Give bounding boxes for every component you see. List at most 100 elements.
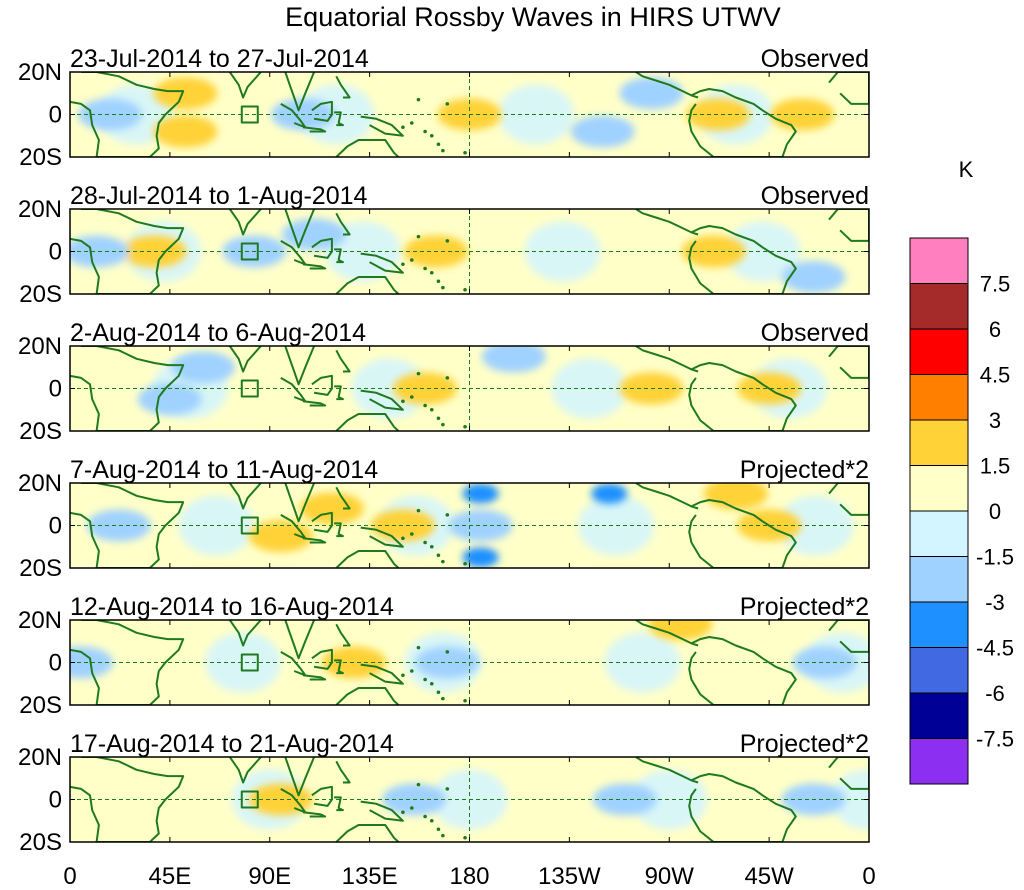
y-tick-label: 20S bbox=[19, 418, 62, 445]
anomaly-blob bbox=[153, 115, 218, 148]
y-tick-label: 20S bbox=[19, 555, 62, 582]
island bbox=[401, 399, 405, 404]
x-tick-label: 135W bbox=[538, 863, 601, 890]
coastline bbox=[360, 389, 404, 411]
island bbox=[416, 782, 421, 787]
panel-date-label: 2-Aug-2014 to 6-Aug-2014 bbox=[70, 319, 366, 347]
anomaly-band bbox=[631, 769, 708, 830]
coastline bbox=[311, 374, 333, 396]
x-tick-label: 0 bbox=[862, 863, 875, 890]
anomaly-blob bbox=[153, 77, 218, 110]
colorbar-swatch bbox=[909, 328, 969, 375]
coastline bbox=[828, 346, 869, 379]
coastline bbox=[280, 240, 307, 266]
island bbox=[436, 142, 441, 147]
colorbar-swatch bbox=[909, 237, 969, 284]
island bbox=[429, 818, 434, 823]
y-tick-label: 20N bbox=[18, 607, 62, 634]
panel-6: 20N 0 20S 17-Aug-2014 to 21-Aug-2014 Project… bbox=[18, 730, 870, 856]
colorbar-swatch bbox=[909, 283, 969, 330]
island bbox=[463, 561, 467, 566]
colorbar-label: -7.5 bbox=[976, 727, 1014, 752]
coastline bbox=[284, 483, 316, 523]
coastline bbox=[335, 212, 351, 236]
colorbar-swatch bbox=[909, 692, 969, 739]
colorbar-swatch bbox=[909, 419, 969, 466]
island bbox=[445, 513, 450, 517]
colorbar-label: 6 bbox=[989, 317, 1001, 342]
island bbox=[463, 835, 467, 840]
island bbox=[423, 814, 427, 819]
island bbox=[463, 150, 467, 155]
panel-date-label: 17-Aug-2014 to 21-Aug-2014 bbox=[70, 730, 394, 758]
island bbox=[463, 424, 467, 429]
coastline bbox=[302, 537, 327, 544]
panel-1: 20N 0 20S 23-Jul-2014 to 27-Jul-2014 Observe… bbox=[18, 45, 870, 171]
island bbox=[416, 508, 421, 513]
coastline bbox=[70, 757, 185, 842]
coastline bbox=[284, 346, 316, 386]
island bbox=[423, 677, 427, 682]
island bbox=[416, 371, 421, 376]
island bbox=[409, 395, 414, 399]
anomaly-blob bbox=[781, 261, 846, 293]
coastline bbox=[360, 800, 404, 822]
island bbox=[436, 553, 441, 558]
coastline bbox=[302, 811, 327, 818]
coastline bbox=[280, 651, 307, 677]
coastline bbox=[311, 785, 333, 807]
island bbox=[429, 270, 434, 275]
coastline bbox=[334, 385, 344, 401]
coastline bbox=[280, 103, 307, 129]
island bbox=[401, 673, 405, 678]
coastline bbox=[302, 263, 327, 270]
anomaly-blob bbox=[86, 509, 151, 542]
x-tick-label: 45W bbox=[744, 863, 794, 890]
y-tick-label: 20S bbox=[19, 281, 62, 308]
colorbar-swatch bbox=[909, 647, 969, 694]
anomaly-blob bbox=[481, 346, 546, 373]
coastlines bbox=[70, 72, 869, 157]
coastline bbox=[311, 100, 333, 122]
y-tick-label: 20N bbox=[18, 333, 62, 360]
island bbox=[401, 262, 405, 267]
coastline bbox=[311, 237, 333, 259]
island bbox=[441, 148, 445, 153]
island bbox=[423, 540, 427, 545]
anomaly-blob bbox=[282, 218, 347, 251]
coastline bbox=[284, 72, 316, 112]
chart-title: Equatorial Rossby Waves in HIRS UTWV bbox=[285, 2, 781, 32]
coastlines bbox=[70, 483, 869, 568]
coastline bbox=[280, 377, 307, 403]
panel-date-label: 28-Jul-2014 to 1-Aug-2014 bbox=[70, 182, 368, 210]
coastline bbox=[280, 788, 307, 814]
island bbox=[445, 787, 450, 791]
island bbox=[416, 234, 421, 239]
coastline bbox=[688, 362, 797, 431]
anomaly-blob bbox=[703, 483, 768, 510]
coastline bbox=[688, 88, 797, 157]
x-tick-label: 90E bbox=[248, 863, 291, 890]
anomaly-blob bbox=[299, 492, 364, 525]
panels-group: 20N 0 20S 23-Jul-2014 to 27-Jul-2014 Observe… bbox=[18, 45, 870, 856]
colorbar-label: -1.5 bbox=[976, 545, 1014, 570]
coastline bbox=[828, 483, 869, 516]
coastline bbox=[334, 111, 344, 127]
coastline bbox=[688, 499, 797, 568]
coastline bbox=[70, 72, 185, 157]
island bbox=[445, 239, 450, 243]
coastline bbox=[302, 126, 327, 133]
anomaly-blob bbox=[619, 77, 684, 110]
anomaly-band bbox=[205, 632, 282, 693]
island bbox=[445, 102, 450, 106]
island bbox=[436, 279, 441, 284]
island bbox=[441, 285, 445, 290]
x-tick-label: 135E bbox=[342, 863, 398, 890]
coastline bbox=[311, 648, 333, 670]
coastline bbox=[335, 349, 351, 373]
y-tick-label: 0 bbox=[49, 376, 62, 403]
colorbar-swatch bbox=[909, 510, 969, 557]
anomaly-blob bbox=[591, 483, 628, 504]
panel-type-label: Observed bbox=[761, 182, 869, 210]
island bbox=[463, 698, 467, 703]
